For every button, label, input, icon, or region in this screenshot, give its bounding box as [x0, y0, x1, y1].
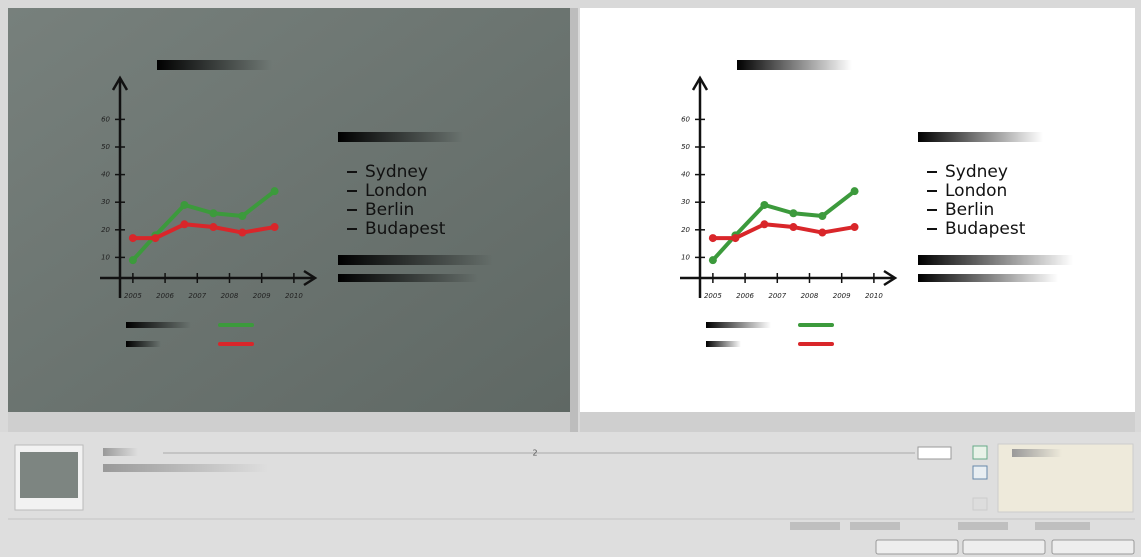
- label-blur: [103, 464, 268, 472]
- note-blur: [338, 274, 478, 282]
- series-point: [209, 209, 218, 218]
- control-panel: [0, 432, 1141, 557]
- x-tick-label: 2006: [156, 292, 174, 300]
- series-point: [818, 228, 827, 237]
- annotation: London: [945, 181, 1007, 201]
- annotation: Budapest: [945, 219, 1026, 239]
- annotation: London: [365, 181, 427, 201]
- series-point: [270, 187, 279, 196]
- processed-image: [580, 8, 1135, 412]
- y-tick-label: 40: [101, 171, 110, 179]
- y-tick-label: 50: [101, 143, 110, 151]
- x-tick-label: 2007: [188, 292, 206, 300]
- series-point: [180, 200, 189, 209]
- splitter[interactable]: [570, 8, 578, 432]
- x-tick-label: 2005: [704, 292, 722, 300]
- x-tick-label: 2005: [124, 292, 142, 300]
- series-point: [850, 187, 859, 196]
- image-strip: [580, 412, 1135, 432]
- status-blur: [850, 522, 900, 530]
- frame-input[interactable]: [917, 446, 952, 460]
- legend-blur: [706, 341, 741, 347]
- y-tick-label: 30: [101, 198, 110, 206]
- y-tick-label: 50: [681, 143, 690, 151]
- series-point: [238, 228, 247, 237]
- button[interactable]: [1051, 539, 1135, 555]
- series-point: [760, 220, 769, 229]
- x-tick-label: 2009: [253, 292, 271, 300]
- status-blur: [790, 522, 840, 530]
- series-point: [789, 223, 798, 232]
- series-point: [818, 212, 827, 220]
- original-image: [8, 8, 570, 412]
- x-tick-label: 2008: [221, 292, 239, 300]
- series-point: [708, 234, 717, 243]
- x-arrow: [883, 269, 898, 287]
- note-blur: [338, 255, 493, 265]
- whiteboard-chart: 10 20 30 40 50 60 2005 2006 2007 2008 2009 2010 Sydn…: [680, 60, 1073, 347]
- y-arrow: [691, 75, 709, 91]
- label-blur: [1012, 449, 1062, 457]
- x-tick-label: 2007: [768, 292, 786, 300]
- series-point: [789, 209, 798, 218]
- series-point: [850, 223, 859, 232]
- status-blur: [958, 522, 1008, 530]
- y-tick-label: 20: [101, 226, 110, 234]
- series-point: [760, 200, 769, 209]
- y-tick-label: 60: [681, 115, 690, 123]
- y-tick-label: 60: [101, 115, 110, 123]
- play-button[interactable]: [972, 445, 988, 460]
- title-blur: [157, 60, 272, 70]
- annotation: Berlin: [945, 200, 994, 220]
- y-tick-label: 10: [101, 253, 110, 261]
- button[interactable]: [875, 539, 959, 555]
- y-arrow: [111, 75, 129, 91]
- heading-blur: [918, 132, 1043, 142]
- x-tick-label: 2010: [285, 292, 303, 300]
- thumbnail-image: [20, 452, 78, 498]
- note-blur: [918, 274, 1058, 282]
- series-point: [270, 223, 279, 232]
- x-tick-label: 2010: [865, 292, 883, 300]
- series-point: [128, 256, 137, 265]
- series-point: [180, 220, 189, 229]
- export-button[interactable]: [972, 465, 988, 480]
- series-point: [731, 234, 740, 243]
- whiteboard-chart: 10 20 30 40 50 60 2005 2006 2007 2008 2009 2010 Sydn…: [100, 60, 493, 347]
- annotation: Budapest: [365, 219, 446, 239]
- x-arrow: [303, 269, 318, 287]
- button[interactable]: [962, 539, 1046, 555]
- x-tick-label: 2008: [801, 292, 819, 300]
- annotation: Sydney: [945, 162, 1008, 182]
- note-blur: [918, 255, 1073, 265]
- legend-blur: [706, 322, 771, 328]
- disabled-button[interactable]: [972, 497, 988, 511]
- label-blur: [103, 448, 138, 456]
- annotation: Sydney: [365, 162, 428, 182]
- y-tick-label: 40: [681, 171, 690, 179]
- series-point: [708, 256, 717, 265]
- series-point: [209, 223, 218, 232]
- y-tick-label: 20: [681, 226, 690, 234]
- y-tick-label: 30: [681, 198, 690, 206]
- series-point: [128, 234, 137, 243]
- legend-blur: [126, 341, 161, 347]
- image-strip: [8, 412, 570, 432]
- series-point: [238, 212, 247, 220]
- legend-blur: [126, 322, 191, 328]
- title-blur: [737, 60, 852, 70]
- x-tick-label: 2006: [736, 292, 754, 300]
- y-tick-label: 10: [681, 253, 690, 261]
- slider-value: 2: [532, 449, 537, 458]
- x-tick-label: 2009: [833, 292, 851, 300]
- annotation: Berlin: [365, 200, 414, 220]
- series-point: [151, 234, 160, 243]
- heading-blur: [338, 132, 463, 142]
- status-blur: [1035, 522, 1090, 530]
